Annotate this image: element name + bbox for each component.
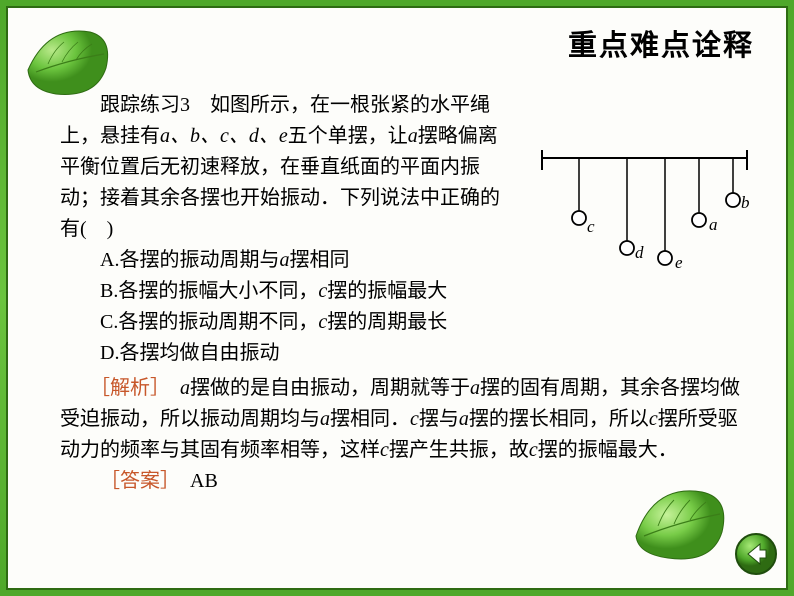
answer: ［答案］ AB — [100, 466, 744, 497]
options: A.各摆的振动周期与a摆相同 B.各摆的振幅大小不同，c摆的振幅最大 C.各摆的… — [100, 245, 744, 369]
answer-value: AB — [170, 470, 218, 492]
analysis: ［解析］ a摆做的是自由振动，周期就等于a摆的固有周期，其余各摆均做受迫振动，所… — [60, 373, 744, 466]
page-title: 重点难点诠释 — [568, 22, 754, 64]
analysis-label: ［解析］ — [100, 377, 160, 399]
exercise-label: 跟踪练习3 — [100, 94, 190, 116]
exercise-body: 跟踪练习3 如图所示，在一根张紧的水平绳上，悬挂有a、b、c、d、e五个单摆，让… — [60, 90, 744, 497]
option-b: B.各摆的振幅大小不同，c摆的振幅最大 — [100, 276, 744, 307]
question-stem: 跟踪练习3 如图所示，在一根张紧的水平绳上，悬挂有a、b、c、d、e五个单摆，让… — [60, 90, 505, 245]
option-d: D.各摆均做自由振动 — [100, 338, 744, 369]
back-button[interactable] — [734, 532, 778, 576]
leaf-icon — [18, 20, 118, 100]
answer-label: ［答案］ — [100, 470, 170, 492]
option-a: A.各摆的振动周期与a摆相同 — [100, 245, 744, 276]
option-c: C.各摆的振动周期不同，c摆的周期最长 — [100, 307, 744, 338]
